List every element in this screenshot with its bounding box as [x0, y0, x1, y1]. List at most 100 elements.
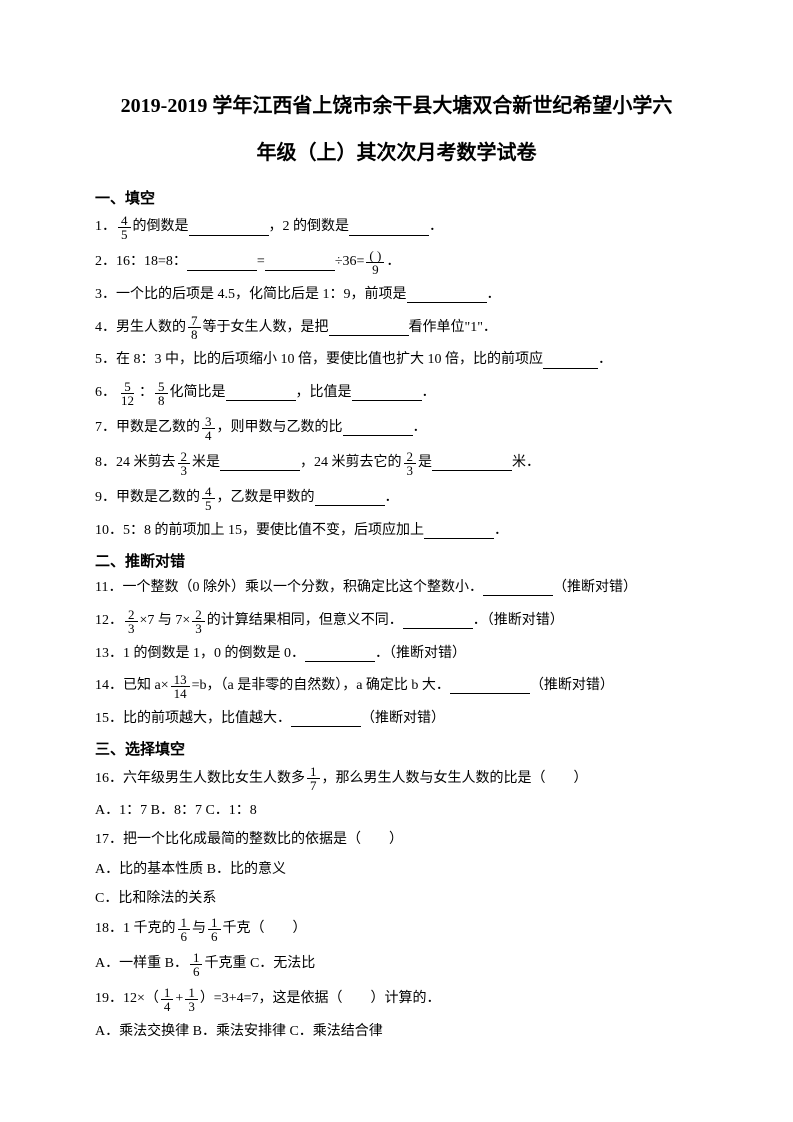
frac-den: 6: [178, 930, 191, 943]
q4-t1: 4．男生人数的: [95, 317, 186, 339]
question-10: 10．5：8 的前项加上 15，要使比值不变，后项应加上 ．: [95, 520, 698, 542]
frac-num: 2: [192, 608, 205, 622]
q14-t3: （推断对错）: [530, 675, 614, 697]
frac-den: 9: [369, 263, 382, 276]
frac-den: 5: [202, 499, 215, 512]
question-16: 16．六年级男生人数比女生人数多 17 ，那么男生人数与女生人数的比是（ ）: [95, 765, 698, 792]
fraction-icon: 23: [404, 450, 417, 477]
frac-num: 2: [178, 450, 191, 464]
frac-den: 12: [118, 394, 137, 407]
fraction-icon: 78: [188, 314, 201, 341]
frac-den: 5: [118, 228, 131, 241]
question-12: 12． 23 ×7 与 7× 23 的计算结果相同，但意义不同． ．（推断对错）: [95, 608, 698, 635]
fraction-icon: 23: [192, 608, 205, 635]
blank-icon: [543, 353, 598, 369]
q14-t2: =b，（a 是非零的自然数），a 确定比 b 大．: [192, 675, 450, 697]
q12-t1: 12．: [95, 610, 123, 632]
q2-t1: 2．16：18=8：: [95, 251, 187, 273]
q6-t5: ．: [422, 382, 436, 404]
question-19: 19．12×（ 14 + 13 ）=3+4=7，这是依据（ ）计算的．: [95, 986, 698, 1013]
section-3-header: 三、选择填空: [95, 738, 698, 762]
q6-t3: 化简比是: [170, 382, 226, 404]
q18-optA: A．一样重 B．: [95, 953, 188, 975]
q4-t2: 等于女生人数，是把: [203, 317, 329, 339]
q7-t2: ，则甲数与乙数的比: [217, 417, 343, 439]
q10-t1: 10．5：8 的前项加上 15，要使比值不变，后项应加上: [95, 520, 424, 542]
fraction-icon: 16: [190, 951, 203, 978]
blank-icon: [424, 523, 494, 539]
question-17: 17．把一个比化成最简的整数比的依据是（ ）: [95, 829, 698, 851]
q8-t1: 8．24 米剪去: [95, 452, 176, 474]
frac-num: 1: [190, 951, 203, 965]
q17-t1: 17．把一个比化成最简的整数比的依据是（ ）: [95, 829, 403, 851]
q18-t2: 与: [192, 918, 206, 940]
q13-t1: 13．1 的倒数是 1，0 的倒数是 0．: [95, 643, 305, 665]
q9-t2: ，乙数是甲数的: [217, 487, 315, 509]
frac-den: 3: [404, 464, 417, 477]
question-8: 8．24 米剪去 23 米是 ，24 米剪去它的 23 是 米．: [95, 450, 698, 477]
question-1: 1． 45 的倒数是 ，2 的倒数是 ．: [95, 214, 698, 241]
frac-num: 13: [171, 673, 190, 687]
question-5: 5．在 8：3 中，比的后项缩小 10 倍，要使比值也扩大 10 倍，比的前项应…: [95, 349, 698, 371]
q6-t1: 6．: [95, 382, 116, 404]
q19-t3: ）=3+4=7，这是依据（ ）计算的．: [200, 988, 441, 1010]
question-14: 14．已知 a× 1314 =b，（a 是非零的自然数），a 确定比 b 大． …: [95, 673, 698, 700]
frac-num: 1: [307, 765, 320, 779]
frac-num: 2: [404, 450, 417, 464]
question-15: 15．比的前项越大，比值越大． （推断对错）: [95, 708, 698, 730]
q14-t1: 14．已知 a×: [95, 675, 169, 697]
question-13: 13．1 的倒数是 1，0 的倒数是 0． ．（推断对错）: [95, 643, 698, 665]
fraction-icon: ( )9: [366, 249, 384, 276]
q5-t2: ．: [598, 349, 612, 371]
fraction-icon: 58: [155, 380, 168, 407]
q13-t2: ．（推断对错）: [375, 643, 466, 665]
frac-num: 1: [185, 986, 198, 1000]
q7-t3: ．: [413, 417, 427, 439]
fraction-icon: 23: [125, 608, 138, 635]
fraction-icon: 512: [118, 380, 137, 407]
blank-icon: [349, 220, 429, 236]
q11-t2: （推断对错）: [553, 577, 637, 599]
q17-option-a: A．比的基本性质 B．比的意义: [95, 859, 698, 881]
q16-t1: 16．六年级男生人数比女生人数多: [95, 768, 305, 790]
blank-icon: [343, 420, 413, 436]
q7-t1: 7．甲数是乙数的: [95, 417, 200, 439]
frac-num: 1: [178, 916, 191, 930]
q19-t1: 19．12×（: [95, 988, 159, 1010]
frac-den: 3: [125, 622, 138, 635]
blank-icon: [329, 320, 409, 336]
frac-den: 14: [171, 687, 190, 700]
fraction-icon: 45: [202, 485, 215, 512]
blank-icon: [403, 613, 473, 629]
frac-den: 3: [185, 1000, 198, 1013]
question-9: 9．甲数是乙数的 45 ，乙数是甲数的 ．: [95, 485, 698, 512]
q8-t5: 米．: [512, 452, 540, 474]
q3-t1: 3．一个比的后项是 4.5，化简比后是 1：9，前项是: [95, 284, 407, 306]
q16-t2: ，那么男生人数与女生人数的比是（ ）: [322, 768, 588, 790]
blank-icon: [315, 490, 385, 506]
frac-den: 3: [178, 464, 191, 477]
frac-num: 3: [202, 415, 215, 429]
q9-t1: 9．甲数是乙数的: [95, 487, 200, 509]
q12-t4: ．（推断对错）: [473, 610, 564, 632]
frac-den: 4: [202, 429, 215, 442]
q1-t2: 的倒数是: [133, 216, 189, 238]
question-11: 11．一个整数（0 除外）乘以一个分数，积确定比这个整数小． （推断对错）: [95, 577, 698, 599]
q8-t4: 是: [418, 452, 432, 474]
section-2-header: 二、推断对错: [95, 550, 698, 574]
fraction-icon: 16: [178, 916, 191, 943]
frac-num: 4: [118, 214, 131, 228]
title-line-1: 2019-2019 学年江西省上饶市余干县大塘双合新世纪希望小学六: [95, 90, 698, 122]
blank-icon: [450, 678, 530, 694]
q18-options: A．一样重 B． 16 千克重 C．无法比: [95, 951, 698, 978]
q4-t3: 看作单位"1"．: [409, 317, 497, 339]
blank-icon: [407, 287, 487, 303]
q1-t3: ，2 的倒数是: [269, 216, 350, 238]
q6-t2: ：: [139, 382, 153, 404]
q8-t3: ，24 米剪去它的: [300, 452, 402, 474]
blank-icon: [220, 455, 300, 471]
frac-den: 3: [192, 622, 205, 635]
fraction-icon: 23: [178, 450, 191, 477]
frac-num: 2: [125, 608, 138, 622]
q11-t1: 11．一个整数（0 除外）乘以一个分数，积确定比这个整数小．: [95, 577, 483, 599]
